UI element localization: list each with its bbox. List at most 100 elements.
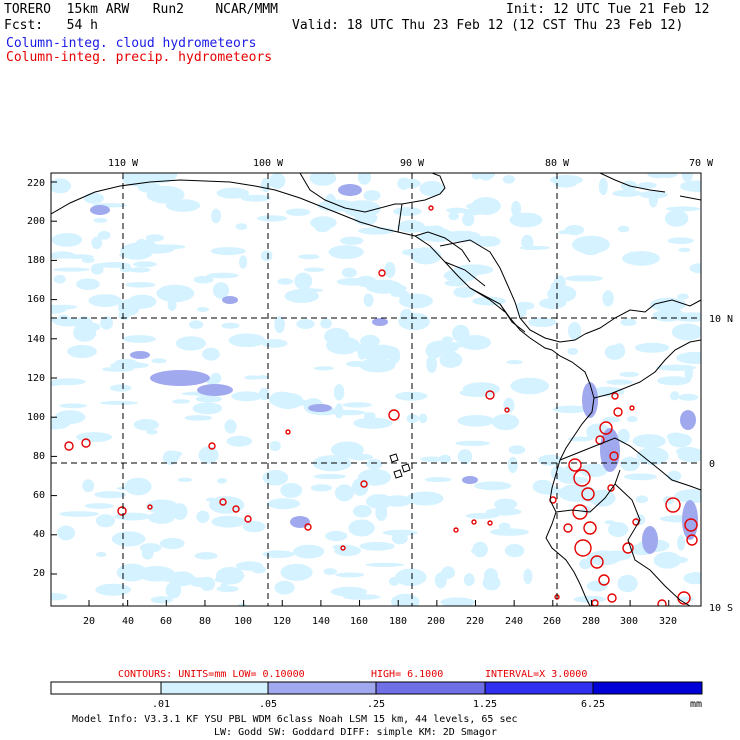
cloud-patch	[632, 434, 666, 449]
cloud-patch	[397, 220, 425, 233]
cloud-patch	[76, 278, 100, 290]
cloud-patch	[51, 178, 71, 194]
cloud-patch	[351, 478, 369, 496]
map-frame	[50, 172, 702, 607]
cloud-patch	[235, 223, 248, 230]
cloud-patch	[138, 244, 175, 254]
cloud-patch	[619, 371, 639, 377]
cloud-patch	[274, 316, 285, 334]
cloud-patch	[442, 336, 453, 343]
cloud-patch	[304, 267, 325, 272]
cloud-patch-dense	[680, 410, 696, 430]
cloud-patch	[51, 251, 75, 259]
cloud-patch	[357, 173, 372, 185]
cloud-patch	[156, 284, 195, 303]
cloud-patch-dense	[462, 476, 478, 484]
cloud-patch	[395, 568, 427, 587]
cloud-patch	[463, 573, 475, 586]
cloud-patch	[420, 456, 445, 462]
footer-physics-info: LW: Godd SW: Goddard DIFF: simple KM: 2D…	[214, 727, 497, 738]
x-axis-labels: 20 40 60 80 100 120 140 160 180 200 220 …	[83, 616, 677, 627]
cloud-patch	[634, 342, 670, 353]
cloud-patch	[532, 479, 553, 494]
cloud-patch	[622, 251, 660, 266]
y-tick-label: 100	[27, 412, 45, 423]
cloud-patch-dense	[308, 404, 332, 412]
cloud-patch	[498, 522, 511, 531]
header-forecast-hour: Fcst: 54 h	[4, 18, 98, 33]
cloud-patch	[95, 583, 132, 596]
cloud-patch	[284, 289, 319, 303]
cloud-patch	[624, 473, 657, 481]
x-tick-label: 300	[620, 616, 638, 627]
cloud-patch	[445, 341, 481, 348]
cloud-patch	[257, 215, 287, 222]
cloud-patch	[457, 415, 496, 427]
y-tick-label: 220	[27, 178, 45, 189]
y-tick-label: 160	[27, 294, 45, 305]
cloud-patch	[424, 477, 452, 483]
cloud-patch	[221, 322, 240, 329]
colorbar-bin	[160, 681, 269, 695]
cloud-patch	[678, 393, 699, 401]
central-america-borders	[397, 203, 526, 333]
cloud-patch	[567, 436, 594, 442]
andean-borders	[555, 437, 701, 606]
y-axis-ticks	[51, 181, 57, 575]
cloud-patch	[293, 544, 325, 559]
cloud-patch	[453, 286, 476, 298]
cloud-patch	[202, 347, 220, 361]
precip-contour	[568, 458, 582, 472]
cloud-patch	[359, 541, 395, 551]
y-tick-label: 20	[33, 568, 45, 579]
cloud-patch	[657, 376, 691, 386]
cloud-patch	[508, 445, 526, 455]
cloud-patch	[88, 294, 122, 307]
cloud-patch-dense	[600, 428, 620, 472]
cloud-patch	[211, 515, 246, 528]
lat-label: 0	[709, 459, 715, 470]
cloud-patch	[119, 264, 132, 273]
cloud-patch	[133, 261, 157, 268]
cloud-patch	[196, 510, 210, 523]
cloud-patch	[617, 225, 630, 233]
header-init-time: Init: 12 UTC Tue 21 Feb 12	[506, 2, 710, 17]
cloud-patch	[51, 304, 67, 314]
cloud-patch	[552, 405, 589, 413]
cloud-patch	[406, 491, 444, 506]
cloud-patch	[212, 282, 230, 299]
y-tick-label: 180	[27, 255, 45, 266]
cloud-patch	[159, 537, 185, 550]
cloud-patch	[113, 359, 139, 369]
cloud-patch	[457, 449, 473, 465]
cloud-patch	[602, 290, 614, 307]
precip-contour	[81, 438, 91, 448]
cloud-patch	[137, 182, 162, 193]
cloud-patch	[348, 519, 375, 537]
cloud-patch	[111, 531, 146, 547]
cloud-patch	[360, 334, 380, 348]
cloud-patch	[359, 358, 396, 373]
cloud-patch	[269, 173, 286, 189]
y-axis-labels: 220 200 180 160 140 120 100 80 60 40 20	[27, 178, 45, 579]
precip-contour	[607, 593, 617, 603]
cloud-patch	[434, 572, 447, 589]
cloud-patch	[680, 180, 701, 192]
lon-label: 70 W	[689, 158, 714, 169]
cloud-patch	[195, 395, 222, 403]
precip-contour	[599, 421, 613, 435]
precip-contour	[232, 505, 240, 513]
caribbean-islands	[599, 173, 701, 201]
cloud-patch	[298, 254, 320, 260]
cloud-patch	[332, 544, 355, 550]
cloud-patch	[606, 379, 633, 385]
precip-contour	[607, 484, 615, 492]
cloud-patch	[194, 552, 218, 560]
colorbar-label: 1.25	[473, 699, 497, 710]
cloud-patch	[95, 514, 115, 528]
cloud-patch	[419, 180, 445, 197]
header-model-run: TORERO 15km ARW Run2 NCAR/MMM	[4, 2, 278, 17]
colorbar-label: .01	[152, 699, 170, 710]
cloud-patch	[76, 432, 113, 443]
